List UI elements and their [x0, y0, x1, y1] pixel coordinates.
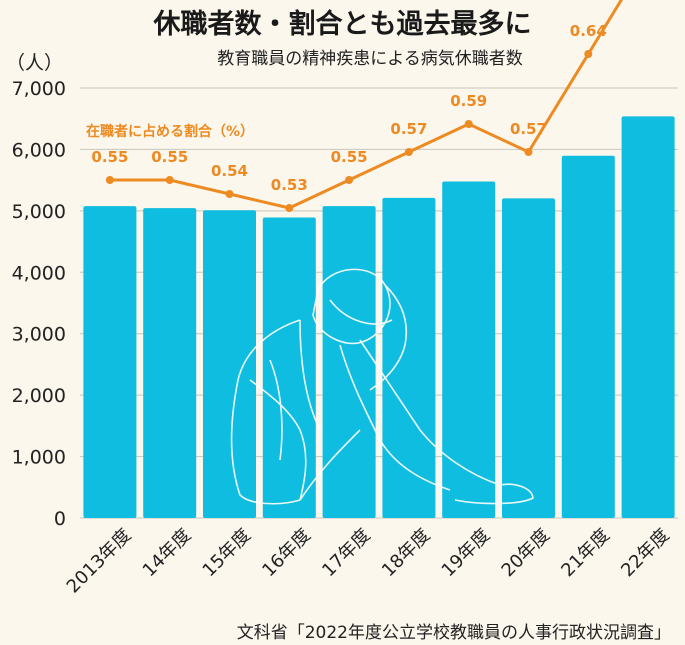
ratio-data-label: 0.64 — [570, 22, 607, 40]
bar — [262, 217, 316, 518]
bar — [502, 198, 555, 518]
ratio-point — [105, 176, 114, 184]
bar — [561, 155, 615, 518]
ratio-line — [109, 0, 624, 210]
ratio-point — [404, 148, 413, 156]
x-tick-label: 15年度 — [199, 525, 256, 582]
ratio-line-series: 0.550.550.540.530.550.570.590.570.640.71 — [91, 0, 624, 212]
y-tick-label: 6,000 — [12, 139, 66, 161]
x-tick-label: 18年度 — [378, 525, 435, 582]
legend-ratio-series: 在職者に占める割合（%） — [86, 123, 254, 140]
ratio-point — [524, 148, 533, 156]
x-tick-label: 20年度 — [498, 525, 555, 582]
y-tick-label: 2,000 — [12, 385, 66, 407]
bar — [143, 208, 197, 519]
ratio-data-label: 0.57 — [390, 120, 427, 138]
bar — [203, 210, 256, 518]
ratio-data-label: 0.55 — [91, 148, 128, 166]
ratio-data-label: 0.53 — [271, 176, 308, 194]
y-tick-label: 7,000 — [12, 78, 66, 100]
ratio-data-label: 0.55 — [151, 148, 188, 166]
chart-title: 休職者数・割合とも過去最多に — [153, 9, 532, 40]
ratio-point — [464, 120, 473, 128]
x-tick-label: 21年度 — [557, 525, 614, 582]
y-tick-label: 4,000 — [12, 262, 66, 284]
ratio-point — [584, 50, 593, 58]
ratio-data-label: 0.54 — [211, 162, 248, 180]
ratio-point — [345, 176, 354, 184]
x-tick-label: 14年度 — [139, 525, 196, 582]
y-tick-label: 1,000 — [12, 447, 66, 469]
bar — [382, 197, 436, 518]
ratio-point — [165, 176, 174, 184]
x-tick-label: 19年度 — [438, 525, 495, 582]
sitting-person-illustration — [230, 268, 534, 505]
ratio-point — [285, 204, 294, 212]
y-axis-unit-label: （人） — [6, 52, 64, 74]
y-tick-label: 0 — [54, 508, 66, 530]
bar — [322, 206, 376, 518]
y-tick-label: 5,000 — [12, 201, 66, 223]
bar — [442, 181, 496, 518]
y-tick-label: 3,000 — [12, 324, 66, 346]
x-tick-labels: 2013年度 14年度 15年度 16年度 17年度 18年度 19年度 20年度 21年度 22… — [63, 525, 674, 598]
ratio-data-label: 0.59 — [450, 92, 487, 110]
y-tick-labels: 0 1,000 2,000 3,000 4,000 5,000 6,000 7,000 — [12, 78, 66, 530]
ratio-data-label: 0.55 — [331, 148, 368, 166]
x-tick-label: 17年度 — [318, 525, 375, 582]
ratio-data-label: 0.57 — [510, 120, 547, 138]
x-tick-label: 2013年度 — [63, 525, 136, 598]
ratio-point — [225, 190, 234, 198]
source-note: 文科省「2022年度公立学校教職員の人事行政状況調査」 — [236, 623, 671, 643]
bar — [621, 116, 675, 518]
x-tick-label: 16年度 — [258, 525, 315, 582]
bars — [83, 116, 675, 519]
x-tick-label: 22年度 — [617, 525, 674, 582]
bar — [83, 206, 137, 518]
chart-subtitle: 教育職員の精神疾患による病気休職者数 — [217, 49, 523, 69]
